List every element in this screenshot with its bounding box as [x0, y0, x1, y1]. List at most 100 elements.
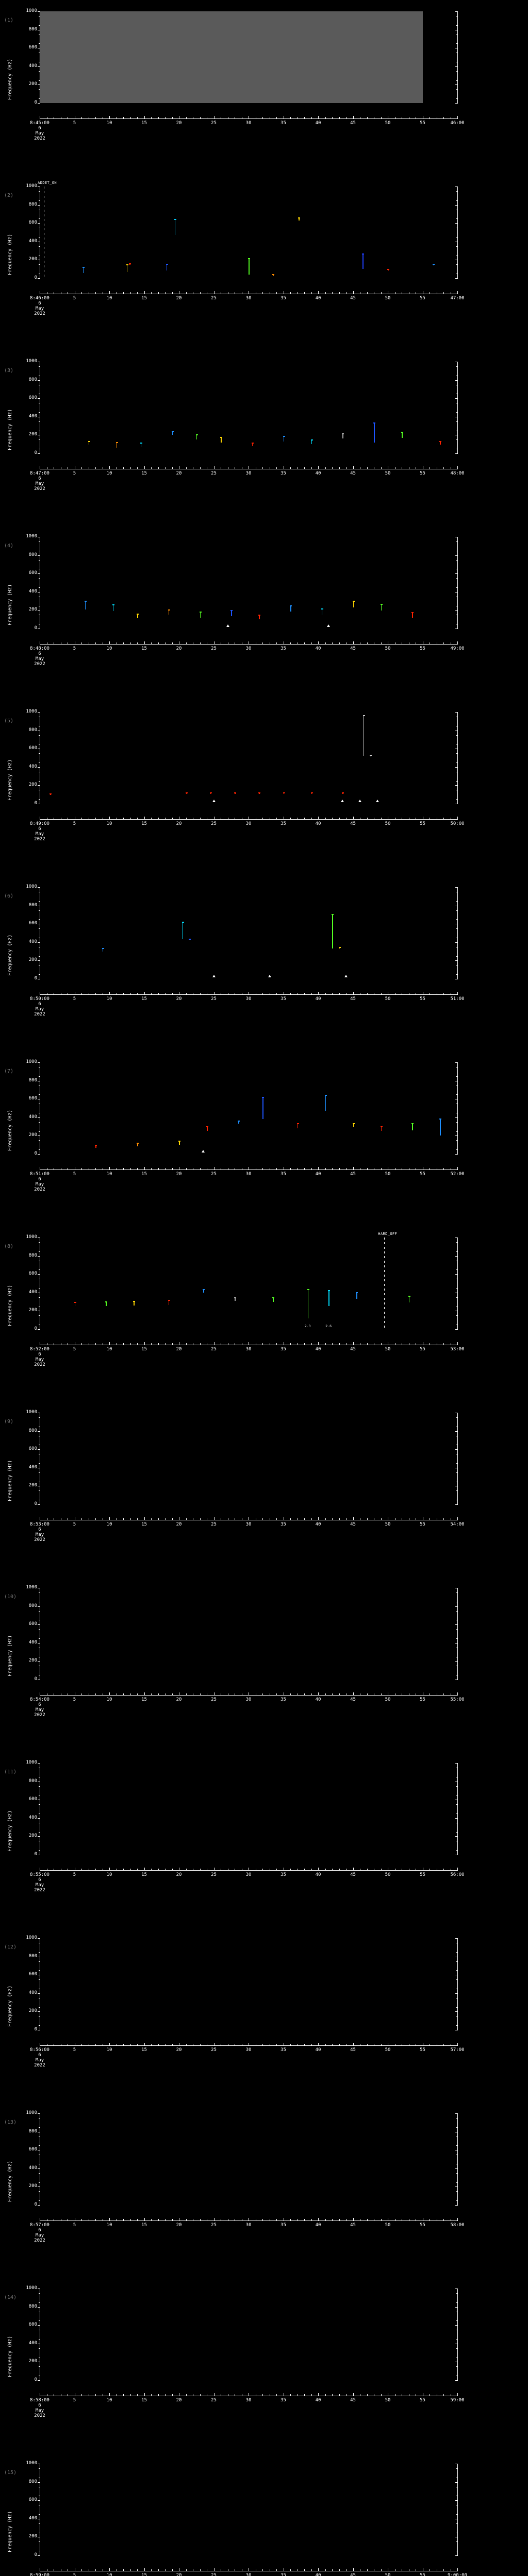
detection-track[interactable] — [140, 443, 142, 447]
detection-track[interactable] — [200, 612, 201, 618]
detection-marker[interactable] — [268, 974, 271, 977]
detection-track[interactable] — [342, 433, 343, 438]
detection-track[interactable] — [328, 1291, 329, 1306]
detection-marker[interactable] — [202, 1149, 205, 1153]
detection-track[interactable] — [332, 914, 333, 949]
plot-area[interactable] — [40, 537, 457, 629]
detection-marker[interactable] — [212, 799, 216, 802]
plot-area[interactable] — [40, 11, 457, 103]
detection-track[interactable] — [273, 274, 274, 276]
detection-track[interactable] — [174, 219, 176, 235]
detection-track[interactable] — [231, 611, 232, 616]
detection-marker[interactable] — [341, 799, 344, 802]
detection-track[interactable] — [283, 792, 285, 794]
detection-track[interactable] — [273, 1298, 274, 1302]
detection-track[interactable] — [129, 263, 130, 265]
detection-track[interactable] — [412, 612, 413, 618]
detection-track[interactable] — [249, 258, 250, 275]
detection-marker[interactable] — [358, 799, 361, 802]
detection-track[interactable] — [370, 755, 371, 756]
plot-area[interactable] — [40, 1763, 457, 1855]
detection-track[interactable] — [440, 441, 441, 445]
detection-track[interactable] — [412, 1124, 413, 1130]
detection-track[interactable] — [402, 432, 403, 438]
detection-track[interactable] — [238, 1121, 239, 1124]
detection-track[interactable] — [106, 1301, 107, 1306]
detection-marker[interactable] — [344, 974, 348, 977]
detection-track[interactable] — [196, 435, 197, 440]
detection-track[interactable] — [137, 1143, 138, 1146]
detection-track[interactable] — [259, 792, 260, 794]
detection-track[interactable] — [221, 437, 222, 443]
detection-track[interactable] — [311, 440, 312, 445]
detection-track[interactable] — [252, 443, 253, 446]
plot-area[interactable] — [40, 2464, 457, 2555]
detection-track[interactable] — [440, 1119, 441, 1136]
detection-track[interactable] — [262, 1097, 263, 1120]
plot-area[interactable] — [40, 1938, 457, 2030]
detection-track[interactable] — [186, 792, 187, 794]
plot-area[interactable] — [40, 712, 457, 804]
plot-area[interactable] — [40, 1062, 457, 1154]
detection-track[interactable] — [290, 605, 291, 612]
detection-track[interactable] — [134, 1301, 135, 1306]
detection-track[interactable] — [203, 1290, 204, 1293]
detection-track[interactable] — [235, 792, 236, 794]
plot-area[interactable] — [40, 2113, 457, 2205]
detection-marker[interactable] — [327, 624, 331, 627]
detection-track[interactable] — [297, 1124, 299, 1129]
detection-track[interactable] — [339, 947, 340, 949]
detection-track[interactable] — [374, 423, 375, 443]
detection-track[interactable] — [50, 794, 51, 795]
detection-track[interactable] — [283, 436, 285, 442]
plot-area[interactable] — [40, 1588, 457, 1680]
detection-track[interactable] — [299, 217, 300, 221]
detection-marker[interactable] — [375, 799, 379, 802]
detection-track[interactable] — [433, 264, 434, 266]
detection-track[interactable] — [307, 1290, 309, 1318]
detection-track[interactable] — [166, 264, 168, 270]
detection-track[interactable] — [88, 441, 90, 445]
detection-track[interactable] — [381, 604, 382, 611]
detection-track[interactable] — [235, 1298, 236, 1301]
detection-track[interactable] — [102, 948, 104, 952]
plot-area[interactable] — [40, 1238, 457, 1329]
detection-track[interactable] — [168, 609, 170, 615]
detection-track[interactable] — [342, 792, 343, 794]
detection-track[interactable] — [112, 604, 114, 612]
detection-cap — [251, 442, 254, 444]
detection-track[interactable] — [82, 267, 84, 274]
plot-area[interactable] — [40, 187, 457, 278]
detection-track[interactable] — [259, 615, 260, 620]
detection-track[interactable] — [182, 922, 184, 940]
detection-track[interactable] — [172, 432, 173, 435]
detection-track[interactable] — [179, 1141, 180, 1145]
detection-track[interactable] — [207, 1126, 208, 1131]
detection-track[interactable] — [363, 716, 365, 756]
plot-area[interactable] — [40, 1413, 457, 1504]
detection-track[interactable] — [325, 1095, 326, 1111]
detection-track[interactable] — [353, 1124, 354, 1127]
detection-track[interactable] — [126, 265, 128, 272]
detection-track[interactable] — [74, 1302, 76, 1307]
detection-marker[interactable] — [226, 624, 229, 627]
detection-track[interactable] — [116, 442, 118, 448]
plot-area[interactable] — [40, 887, 457, 979]
detection-track[interactable] — [362, 253, 364, 269]
detection-track[interactable] — [388, 269, 389, 271]
detection-track[interactable] — [353, 601, 354, 608]
detection-track[interactable] — [168, 1300, 170, 1305]
detection-track[interactable] — [381, 1126, 382, 1131]
detection-track[interactable] — [321, 608, 323, 615]
detection-track[interactable] — [95, 1145, 96, 1148]
detection-track[interactable] — [85, 601, 86, 609]
plot-area[interactable] — [40, 362, 457, 453]
detection-track[interactable] — [137, 614, 138, 619]
detection-marker[interactable] — [212, 974, 216, 977]
detection-track[interactable] — [189, 939, 190, 941]
detection-track[interactable] — [356, 1292, 357, 1299]
detection-track[interactable] — [311, 792, 312, 794]
plot-area[interactable] — [40, 2289, 457, 2380]
detection-track[interactable] — [408, 1296, 410, 1303]
detection-track[interactable] — [210, 792, 211, 794]
